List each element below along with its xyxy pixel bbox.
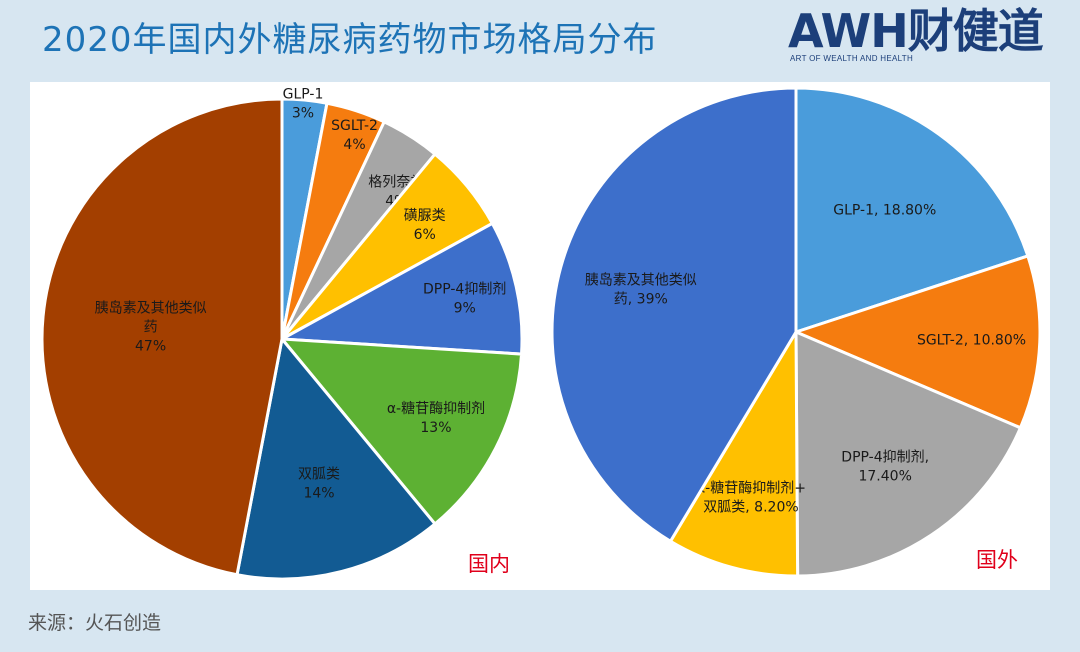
slice-label-1-line-1: 4% — [343, 137, 365, 153]
slice-label-7-line-1: 药 — [144, 320, 158, 336]
pie-slice-7 — [40, 97, 284, 577]
slice-label-7-line-2: 47% — [135, 339, 166, 355]
slice-label-0-line-1: 3% — [292, 105, 314, 121]
slice-label-3-line-0: α-糖苷酶抑制剂+ — [696, 480, 806, 496]
slice-label-6-line-0: 双胍类 — [298, 467, 340, 483]
source-note: 来源：火石创造 — [28, 612, 162, 634]
slice-label-1-line-0: SGLT-2 — [331, 118, 378, 134]
pie-slice-0 — [794, 86, 1030, 335]
domestic-chart-panel: GLP-13%SGLT-24%格列奈类4%磺脲类6%DPP-4抑制剂9%α-糖苷… — [30, 82, 544, 590]
slice-label-5-line-0: α-糖苷酶抑制剂 — [387, 401, 485, 417]
overseas-pie-chart: GLP-1, 18.80% SGLT-2, 10.80% DPP-4抑制剂, 17.4… — [550, 86, 1042, 578]
pie-slice-6 — [235, 335, 438, 581]
slice-label-0-line-0: GLP-1 — [283, 86, 324, 102]
logo-text: AWH财健道 — [788, 4, 1044, 58]
pie-slice-4 — [276, 221, 524, 356]
logo-tagline: ART OF WEALTH AND HEALTH — [790, 54, 914, 63]
pie-slice-2 — [794, 329, 1023, 578]
slice-label-4-line-0: DPP-4抑制剂 — [423, 282, 506, 298]
pie-slice-1 — [791, 254, 1042, 430]
slice-label-3-line-1: 6% — [414, 227, 436, 243]
domestic-label: 国内 — [468, 552, 510, 576]
pie-slice-4 — [550, 86, 798, 544]
domestic-pie-chart: GLP-13%SGLT-24%格列奈类4%磺脲类6%DPP-4抑制剂9%α-糖苷… — [40, 86, 524, 581]
slice-label-3-line-1: 双胍类, 8.20% — [703, 499, 798, 515]
overseas-label: 国外 — [976, 548, 1018, 572]
brand-logo: AWH财健道 ART OF WEALTH AND HEALTH — [788, 6, 1058, 68]
slice-label-4-line-0: 胰岛素及其他类似 — [585, 273, 697, 289]
slice-label-2-line-1: 17.40% — [858, 469, 911, 485]
pie-slice-5 — [278, 337, 524, 527]
slice-label-7-line-0: 胰岛素及其他类似 — [95, 301, 207, 317]
overseas-chart-panel: GLP-1, 18.80% SGLT-2, 10.80% DPP-4抑制剂, 17.4… — [542, 82, 1050, 590]
page-title: 2020年国内外糖尿病药物市场格局分布 — [42, 20, 658, 60]
slice-label-4-line-1: 药, 39% — [614, 292, 668, 308]
slice-label-2-line-0: DPP-4抑制剂, — [841, 450, 929, 466]
slice-label-0-line-0: GLP-1, 18.80% — [833, 202, 936, 218]
slice-label-6-line-1: 14% — [303, 486, 334, 502]
slice-label-4-line-1: 9% — [454, 301, 476, 317]
slice-label-5-line-1: 13% — [420, 420, 451, 436]
slice-label-3-line-0: 磺脲类 — [404, 208, 446, 224]
pie-slice-3 — [668, 326, 800, 578]
slice-label-1-line-0: SGLT-2, 10.80% — [917, 333, 1026, 349]
